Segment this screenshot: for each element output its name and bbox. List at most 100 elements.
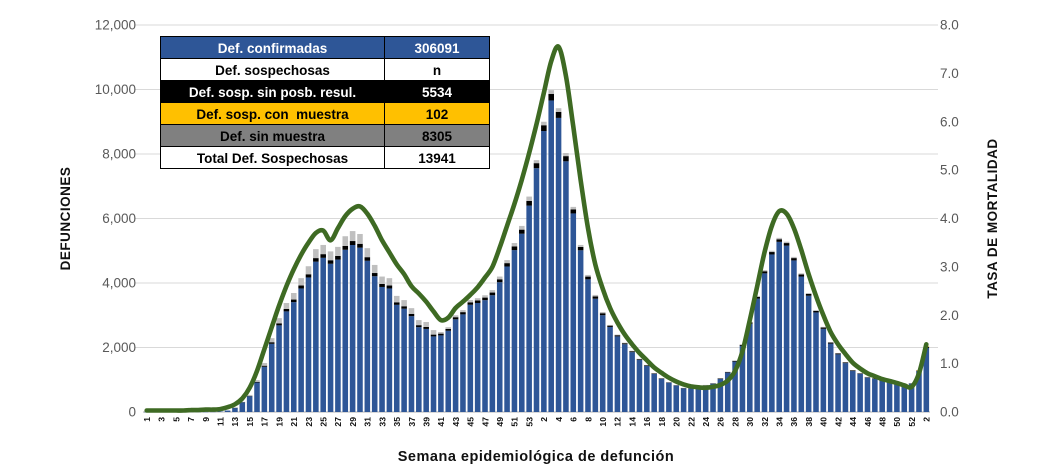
bar-segment	[364, 257, 371, 261]
bar-segment	[371, 273, 378, 277]
bar-segment	[724, 372, 731, 412]
bar-segment	[452, 315, 459, 318]
bar-segment	[445, 330, 452, 412]
bar-segment	[688, 388, 694, 412]
bar-segment	[563, 161, 569, 412]
bar-segment	[327, 263, 334, 412]
x-tick-label: 22	[686, 417, 696, 427]
bar-segment	[857, 373, 863, 412]
bar-segment	[335, 255, 341, 260]
x-tick-label: 41	[436, 417, 446, 427]
x-tick-label: 16	[642, 417, 652, 427]
bar-segment	[371, 264, 378, 274]
bar-segment	[592, 296, 599, 299]
x-tick-label: 49	[495, 417, 505, 427]
bar-segment	[357, 247, 363, 412]
x-tick-label: 46	[863, 417, 873, 427]
bar-segment	[504, 260, 510, 264]
y-tick-label-left: 12,000	[95, 18, 136, 33]
bar-segment	[364, 248, 371, 258]
bar-segment	[555, 117, 562, 412]
x-tick-label: 32	[760, 417, 770, 427]
bar-segment	[511, 243, 518, 247]
bar-segment	[393, 302, 400, 305]
y-tick-label-left: 8,000	[102, 147, 136, 162]
bar-segment	[908, 383, 915, 412]
bar-segment	[555, 108, 562, 112]
legend-row-label: Def. sosp. con muestra	[160, 102, 385, 125]
bar-segment	[644, 366, 650, 412]
bar-segment	[430, 334, 437, 337]
x-tick-label: 7	[186, 417, 196, 422]
bar-segment	[607, 324, 613, 326]
bar-segment	[254, 380, 260, 382]
legend-row: Total Def. Sospechosas 13941	[160, 146, 490, 169]
bar-segment	[666, 382, 672, 412]
bar-segment	[379, 276, 385, 284]
bar-segment	[526, 205, 532, 412]
bar-segment	[894, 383, 900, 412]
bar-segment	[305, 274, 312, 278]
bar-segment	[423, 326, 429, 329]
bar-segment	[614, 335, 621, 337]
bar-segment	[504, 263, 510, 267]
x-tick-label: 9	[201, 417, 211, 422]
bar-segment	[820, 328, 827, 412]
x-tick-label: 1	[142, 417, 152, 422]
bar-segment	[276, 323, 282, 326]
bar-segment	[563, 153, 569, 157]
bar-segment	[533, 163, 540, 169]
bar-segment	[305, 266, 312, 275]
bar-segment	[430, 330, 437, 335]
bar-segment	[268, 343, 275, 412]
x-tick-label: 24	[701, 417, 711, 427]
bar-segment	[710, 383, 716, 412]
bar-segment	[805, 293, 812, 296]
bar-segment	[820, 327, 827, 329]
x-tick-label: 45	[466, 417, 476, 427]
x-tick-label: 52	[907, 417, 917, 427]
legend-row-value: 8305	[384, 124, 490, 147]
bar-segment	[849, 371, 856, 412]
bar-segment	[769, 252, 775, 255]
bar-segment	[496, 279, 503, 283]
bar-segment	[717, 378, 724, 379]
bar-segment	[386, 288, 393, 412]
bar-segment	[408, 316, 415, 412]
bar-segment	[548, 94, 554, 101]
bar-segment	[813, 310, 819, 311]
bar-segment	[761, 273, 768, 412]
bar-segment	[607, 326, 613, 412]
bar-segment	[570, 213, 577, 412]
bar-segment	[393, 304, 400, 412]
bar-segment	[813, 310, 819, 313]
bar-segment	[783, 245, 790, 412]
bar-segment	[533, 168, 540, 412]
bar-segment	[445, 327, 452, 329]
bar-segment	[614, 336, 621, 412]
bar-segment	[621, 343, 628, 345]
bar-segment	[349, 241, 356, 246]
x-tick-label: 12	[613, 417, 623, 427]
bar-segment	[621, 344, 628, 412]
legend-row-value: n	[384, 58, 490, 81]
bar-segment	[849, 370, 856, 372]
mortality-rate-line	[144, 44, 929, 413]
bar-segment	[761, 270, 768, 272]
x-tick-label: 39	[422, 417, 432, 427]
x-tick-label: 26	[716, 417, 726, 427]
bar-segment	[313, 261, 319, 412]
bar-segment	[629, 352, 635, 412]
x-tick-label: 53	[524, 417, 534, 427]
bar-segment	[864, 377, 871, 412]
legend-row-value: 102	[384, 102, 490, 125]
bar-segment	[386, 278, 393, 286]
bar-segment	[658, 378, 665, 412]
bar-segment	[504, 266, 510, 412]
bar-segment	[651, 373, 657, 374]
bar-segment	[261, 362, 268, 366]
legend-row-value: 306091	[384, 36, 490, 59]
bar-segment	[827, 343, 834, 412]
bar-segment	[357, 243, 363, 248]
legend-row-label: Total Def. Sospechosas	[160, 146, 385, 169]
